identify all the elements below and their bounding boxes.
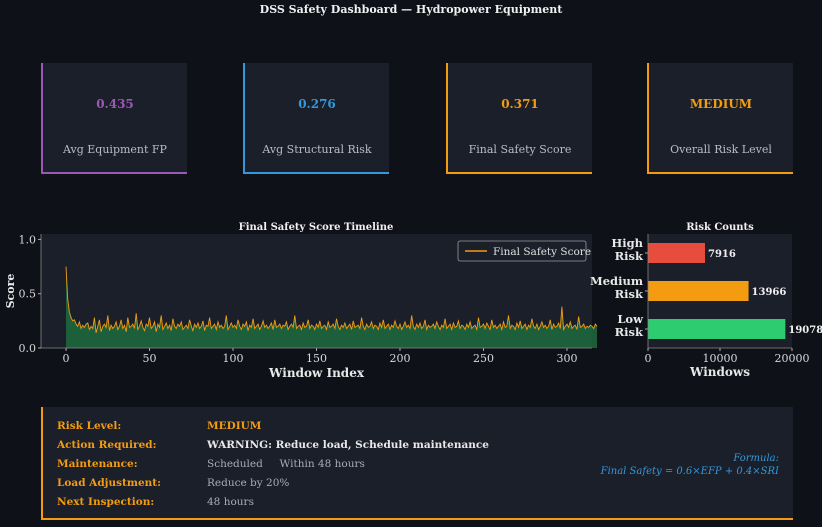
x-tick-label: 200	[389, 352, 410, 365]
formula-note: Formula: Final Safety = 0.6×EFP + 0.4×SR…	[601, 452, 779, 478]
timeline-chart-title: Final Safety Score Timeline	[238, 222, 394, 233]
category-label: High	[611, 236, 643, 250]
x-axis-label: Window Index	[268, 366, 365, 380]
legend-label: Final Safety Score	[493, 246, 591, 258]
metric-card-equipment-fp: 0.435 Avg Equipment FP	[41, 63, 187, 174]
row-key: Risk Level:	[57, 420, 122, 432]
x-tick-label: 10000	[703, 352, 738, 365]
row-value: 48 hours	[207, 496, 254, 508]
metric-card-final-safety: 0.371 Final Safety Score	[446, 63, 592, 174]
score-line	[65, 266, 598, 333]
metric-value: MEDIUM	[689, 97, 753, 111]
row-value: Scheduled Within 48 hours	[207, 458, 365, 470]
dashboard-title: DSS Safety Dashboard — Hydropower Equipm…	[259, 3, 563, 16]
x-tick-label: 0	[645, 352, 652, 365]
row-key: Load Adjustment:	[57, 477, 162, 489]
x-tick-label: 50	[143, 352, 157, 365]
bar-value-label: 7916	[708, 249, 736, 260]
y-axis-label: Score	[4, 274, 17, 309]
bar-high-risk	[648, 243, 705, 263]
x-axis-label: Windows	[689, 365, 750, 379]
risk-counts-title: Risk Counts	[686, 222, 754, 233]
x-tick-label: 150	[306, 352, 327, 365]
y-tick-label: 0.5	[19, 288, 37, 301]
row-key: Maintenance:	[57, 458, 138, 470]
metric-label: Final Safety Score	[468, 143, 572, 156]
metric-value: 0.435	[96, 97, 134, 111]
row-value: WARNING: Reduce load, Schedule maintenan…	[207, 439, 489, 451]
category-label: Risk	[615, 287, 644, 301]
x-tick-label: 250	[473, 352, 494, 365]
category-label: Risk	[615, 325, 644, 339]
bar-value-label: 13966	[752, 287, 787, 298]
formula-text: Final Safety = 0.6×EFP + 0.4×SRI	[600, 466, 779, 477]
y-tick-label: 1.0	[19, 233, 37, 246]
category-label: Low	[617, 312, 644, 326]
row-value: MEDIUM	[207, 420, 262, 432]
x-tick-label: 100	[223, 352, 244, 365]
x-tick-label: 0	[63, 352, 70, 365]
action-panel: Risk Level: MEDIUM Action Required: WARN…	[41, 407, 793, 520]
bar-medium-risk	[648, 281, 749, 301]
legend-box	[457, 240, 587, 262]
bar-value-label: 19078	[788, 325, 822, 336]
legend: Final Safety Score	[457, 240, 591, 262]
metric-label: Avg Equipment FP	[63, 143, 167, 156]
row-value: Reduce by 20%	[207, 477, 290, 489]
x-tick-label: 300	[556, 352, 577, 365]
row-key: Next Inspection:	[57, 496, 155, 508]
metric-card-structural-risk: 0.276 Avg Structural Risk	[243, 63, 389, 174]
score-area-fill	[66, 266, 597, 348]
x-tick-label: 20000	[775, 352, 810, 365]
metric-label: Avg Structural Risk	[262, 143, 372, 156]
category-label: Medium	[590, 274, 643, 288]
formula-label: Formula:	[733, 453, 779, 464]
y-tick-label: 0.0	[19, 342, 37, 355]
metric-value: 0.276	[298, 97, 336, 111]
category-label: Risk	[615, 249, 644, 263]
bar-low-risk	[648, 319, 786, 339]
metric-card-risk-level: MEDIUM Overall Risk Level	[647, 63, 793, 174]
metric-value: 0.371	[501, 97, 539, 111]
metric-label: Overall Risk Level	[670, 143, 772, 156]
row-key: Action Required:	[57, 439, 157, 451]
